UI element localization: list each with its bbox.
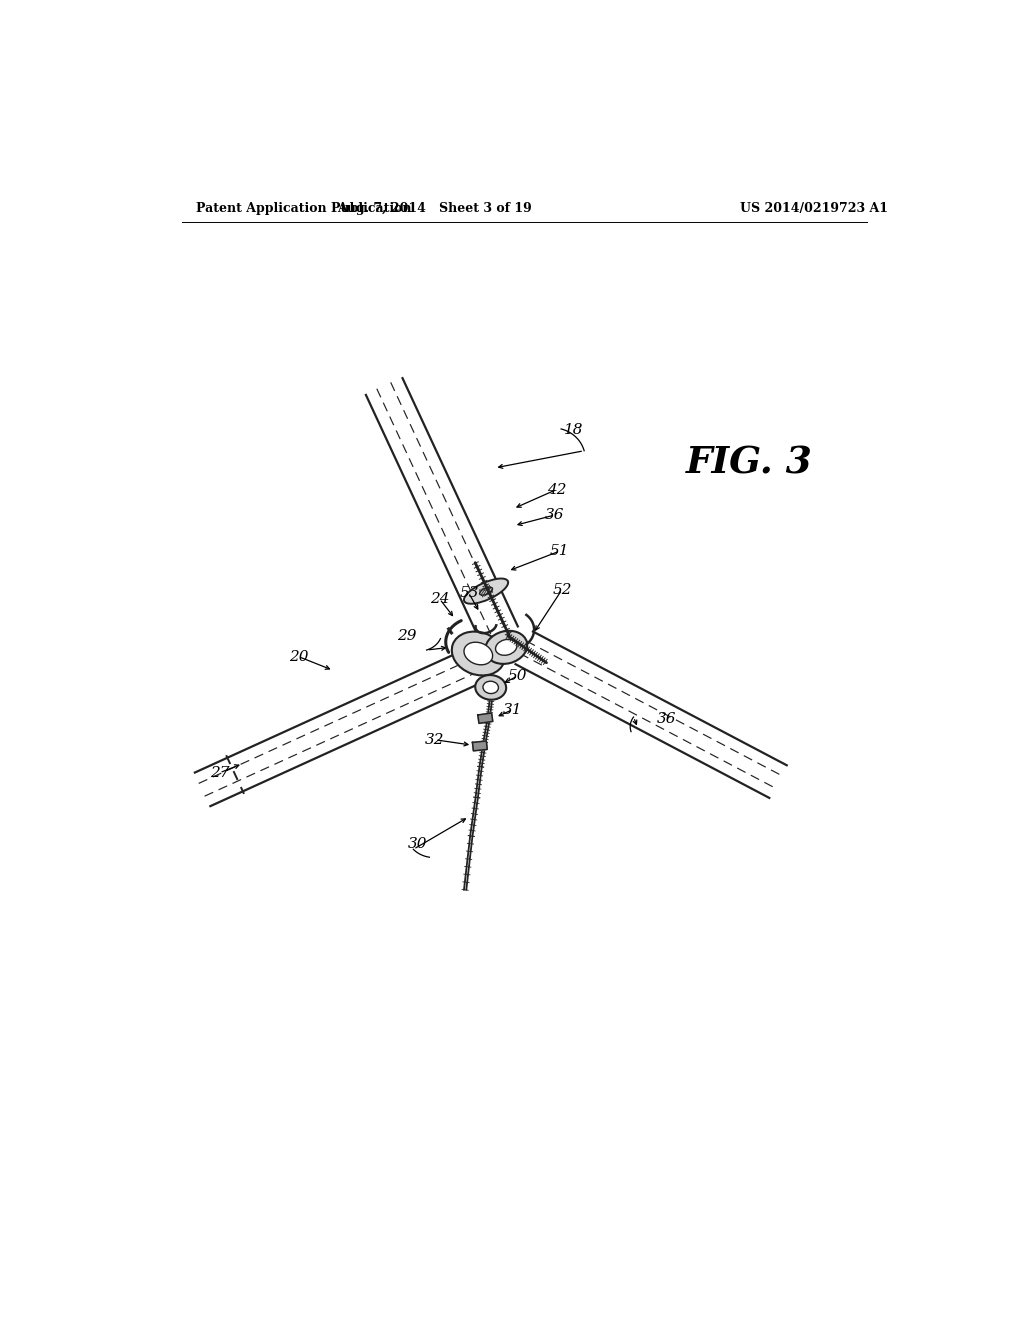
Polygon shape — [472, 741, 487, 751]
Text: Patent Application Publication: Patent Application Publication — [197, 202, 412, 215]
Polygon shape — [478, 713, 493, 723]
Text: 30: 30 — [408, 837, 427, 850]
Text: 32: 32 — [425, 733, 444, 747]
Text: 31: 31 — [503, 702, 522, 717]
Ellipse shape — [464, 578, 508, 603]
Ellipse shape — [452, 631, 505, 676]
Ellipse shape — [483, 681, 499, 693]
Text: 53: 53 — [459, 586, 479, 601]
Text: 42: 42 — [547, 483, 566, 496]
Text: 36: 36 — [656, 711, 677, 726]
Text: 52: 52 — [552, 582, 571, 597]
Text: 29: 29 — [397, 628, 417, 643]
Ellipse shape — [475, 675, 506, 700]
Text: FIG. 3: FIG. 3 — [686, 444, 813, 480]
Text: 27: 27 — [210, 766, 229, 780]
Ellipse shape — [479, 587, 493, 595]
Text: 50: 50 — [508, 669, 527, 682]
Text: 20: 20 — [289, 649, 308, 664]
Text: Aug. 7, 2014   Sheet 3 of 19: Aug. 7, 2014 Sheet 3 of 19 — [337, 202, 531, 215]
Text: 24: 24 — [430, 591, 450, 606]
Ellipse shape — [496, 639, 517, 655]
Text: 18: 18 — [564, 424, 584, 437]
Ellipse shape — [464, 643, 493, 665]
Text: 36: 36 — [545, 508, 565, 521]
Text: US 2014/0219723 A1: US 2014/0219723 A1 — [740, 202, 888, 215]
Ellipse shape — [485, 631, 527, 664]
Text: 51: 51 — [550, 544, 569, 558]
